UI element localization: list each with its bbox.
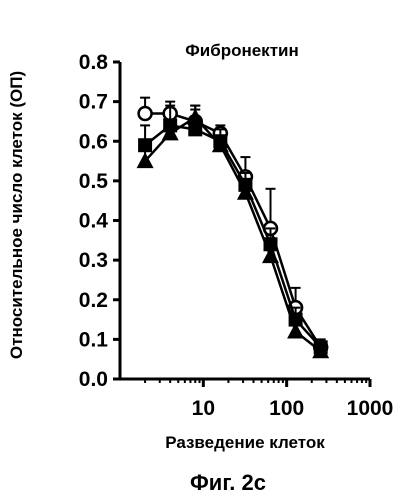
x-axis-title: Разведение клеток <box>165 433 325 452</box>
data-point <box>139 107 152 120</box>
y-tick-label: 0.8 <box>79 51 109 74</box>
axes <box>120 62 370 379</box>
plot-area <box>137 98 330 359</box>
y-tick-label: 0.7 <box>79 91 108 114</box>
x-tick-label: 1000 <box>347 397 394 420</box>
axis-ticks: 0.0 0.1 0.2 0.3 0.4 0.5 0.6 0.7 0.8 10 100 1000 <box>79 51 394 420</box>
y-tick-label: 0.2 <box>79 289 108 312</box>
y-tick-label: 0.0 <box>79 368 108 391</box>
y-tick-label: 0.3 <box>79 249 108 272</box>
chart-title: Фибронектин <box>185 41 299 60</box>
series-filled-square <box>138 106 328 355</box>
y-axis-title: Относительное число клеток (ОП) <box>7 71 26 359</box>
x-tick-label: 10 <box>192 397 215 420</box>
y-tick-label: 0.1 <box>79 328 109 351</box>
y-tick-label: 0.6 <box>79 130 108 153</box>
y-tick-label: 0.5 <box>79 170 109 193</box>
y-tick-label: 0.4 <box>79 210 109 233</box>
x-tick-label: 100 <box>269 397 304 420</box>
figure-caption: Фиг. 2с <box>190 470 266 495</box>
